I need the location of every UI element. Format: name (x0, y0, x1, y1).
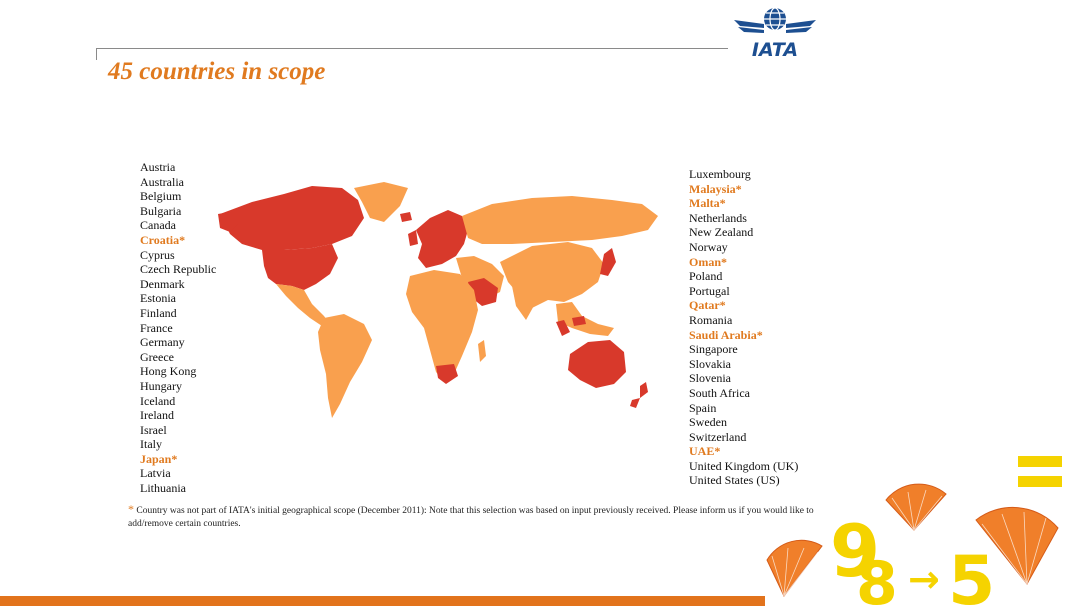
country-item: Greece (140, 349, 174, 364)
country-item: Spain (689, 400, 717, 415)
brand-graphic: 9 8 → 5 (766, 456, 1062, 608)
title-rule-tick (96, 48, 97, 60)
country-item: Norway (689, 239, 728, 254)
country-item: Switzerland (689, 429, 747, 444)
country-item: Italy (140, 437, 162, 452)
country-item: Australia (140, 174, 184, 189)
map-south-africa (436, 364, 458, 384)
map-africa (406, 270, 478, 382)
country-item: Iceland (140, 393, 176, 408)
country-item: Qatar* (689, 298, 726, 313)
brand-arrow: → (908, 557, 940, 601)
brand-digit-nine: 9 (830, 509, 880, 593)
logo-text: IATA (752, 39, 798, 60)
country-item: Austria (140, 160, 176, 174)
country-item: New Zealand (689, 225, 754, 240)
country-item: Cyprus (140, 247, 175, 262)
country-item: Hungary (140, 378, 182, 393)
bottom-accent-bar (0, 596, 765, 606)
country-item: Portugal (689, 283, 730, 298)
country-item: Finland (140, 305, 177, 320)
country-item: Netherlands (689, 210, 747, 225)
map-iceland (400, 212, 412, 222)
country-item: Malta* (689, 196, 726, 211)
brand-digit-five: 5 (948, 542, 995, 608)
country-item: Oman* (689, 254, 728, 269)
country-item: Malaysia* (689, 181, 742, 196)
country-list-right: Luxembourg Malaysia* Malta* Netherlands New … (689, 167, 798, 488)
map-new-zealand-south (630, 398, 640, 408)
country-item: UAE* (689, 444, 721, 459)
country-item: United States (US) (689, 473, 780, 488)
equals-bar-top (1018, 456, 1062, 467)
country-item: Estonia (140, 291, 176, 306)
map-malaysia-borneo (572, 316, 586, 326)
country-item: Lithuania (140, 481, 186, 496)
country-item: Luxembourg (689, 167, 751, 181)
map-uk (408, 230, 418, 246)
map-madagascar (478, 340, 486, 362)
country-item: Belgium (140, 189, 182, 204)
map-united-states (262, 244, 338, 290)
map-japan (600, 248, 616, 276)
iata-logo: IATA (734, 7, 816, 60)
footnote: * Country was not part of IATA's initial… (128, 503, 818, 531)
country-item: Canada (140, 218, 176, 233)
country-item: United Kingdom (UK) (689, 458, 799, 473)
country-item: Croatia* (140, 232, 186, 247)
country-item: Ireland (140, 408, 174, 423)
map-europe (416, 210, 468, 268)
footnote-marker: * (128, 502, 134, 516)
country-item: Germany (140, 335, 185, 350)
country-item: Slovakia (689, 356, 731, 371)
title-rule (96, 48, 728, 49)
brand-digit-eight: 8 (856, 549, 898, 608)
world-map (218, 182, 658, 418)
country-item: Japan* (140, 451, 178, 466)
map-southeast-asia (556, 302, 614, 336)
map-australia (568, 340, 626, 388)
country-item: Israel (140, 422, 167, 437)
country-item: Czech Republic (140, 262, 217, 277)
map-new-zealand (640, 382, 648, 398)
country-item: Hong Kong (140, 364, 197, 379)
country-item: Sweden (689, 415, 727, 430)
map-india (512, 284, 536, 320)
map-russia (462, 196, 658, 244)
map-alaska (218, 212, 238, 232)
map-canada (220, 186, 364, 250)
map-greenland (354, 182, 408, 222)
map-malaysia (556, 320, 570, 336)
country-item: Bulgaria (140, 203, 182, 218)
country-list-left: Austria Australia Belgium Bulgaria Canada Cro… (140, 160, 216, 496)
map-mexico (276, 284, 330, 326)
country-item: Latvia (140, 466, 171, 481)
country-item: Denmark (140, 276, 185, 291)
country-item: Romania (689, 312, 733, 327)
country-item: Slovenia (689, 371, 731, 386)
country-item: France (140, 320, 173, 335)
country-item: South Africa (689, 385, 750, 400)
country-item: Poland (689, 269, 723, 284)
country-item: Saudi Arabia* (689, 327, 763, 342)
equals-bar-bottom (1018, 476, 1062, 487)
country-item: Singapore (689, 342, 738, 357)
fan-icon (766, 483, 1059, 597)
page-title: 45 countries in scope (108, 58, 326, 85)
footnote-text: Country was not part of IATA's initial g… (128, 506, 814, 529)
map-south-america (318, 314, 372, 418)
